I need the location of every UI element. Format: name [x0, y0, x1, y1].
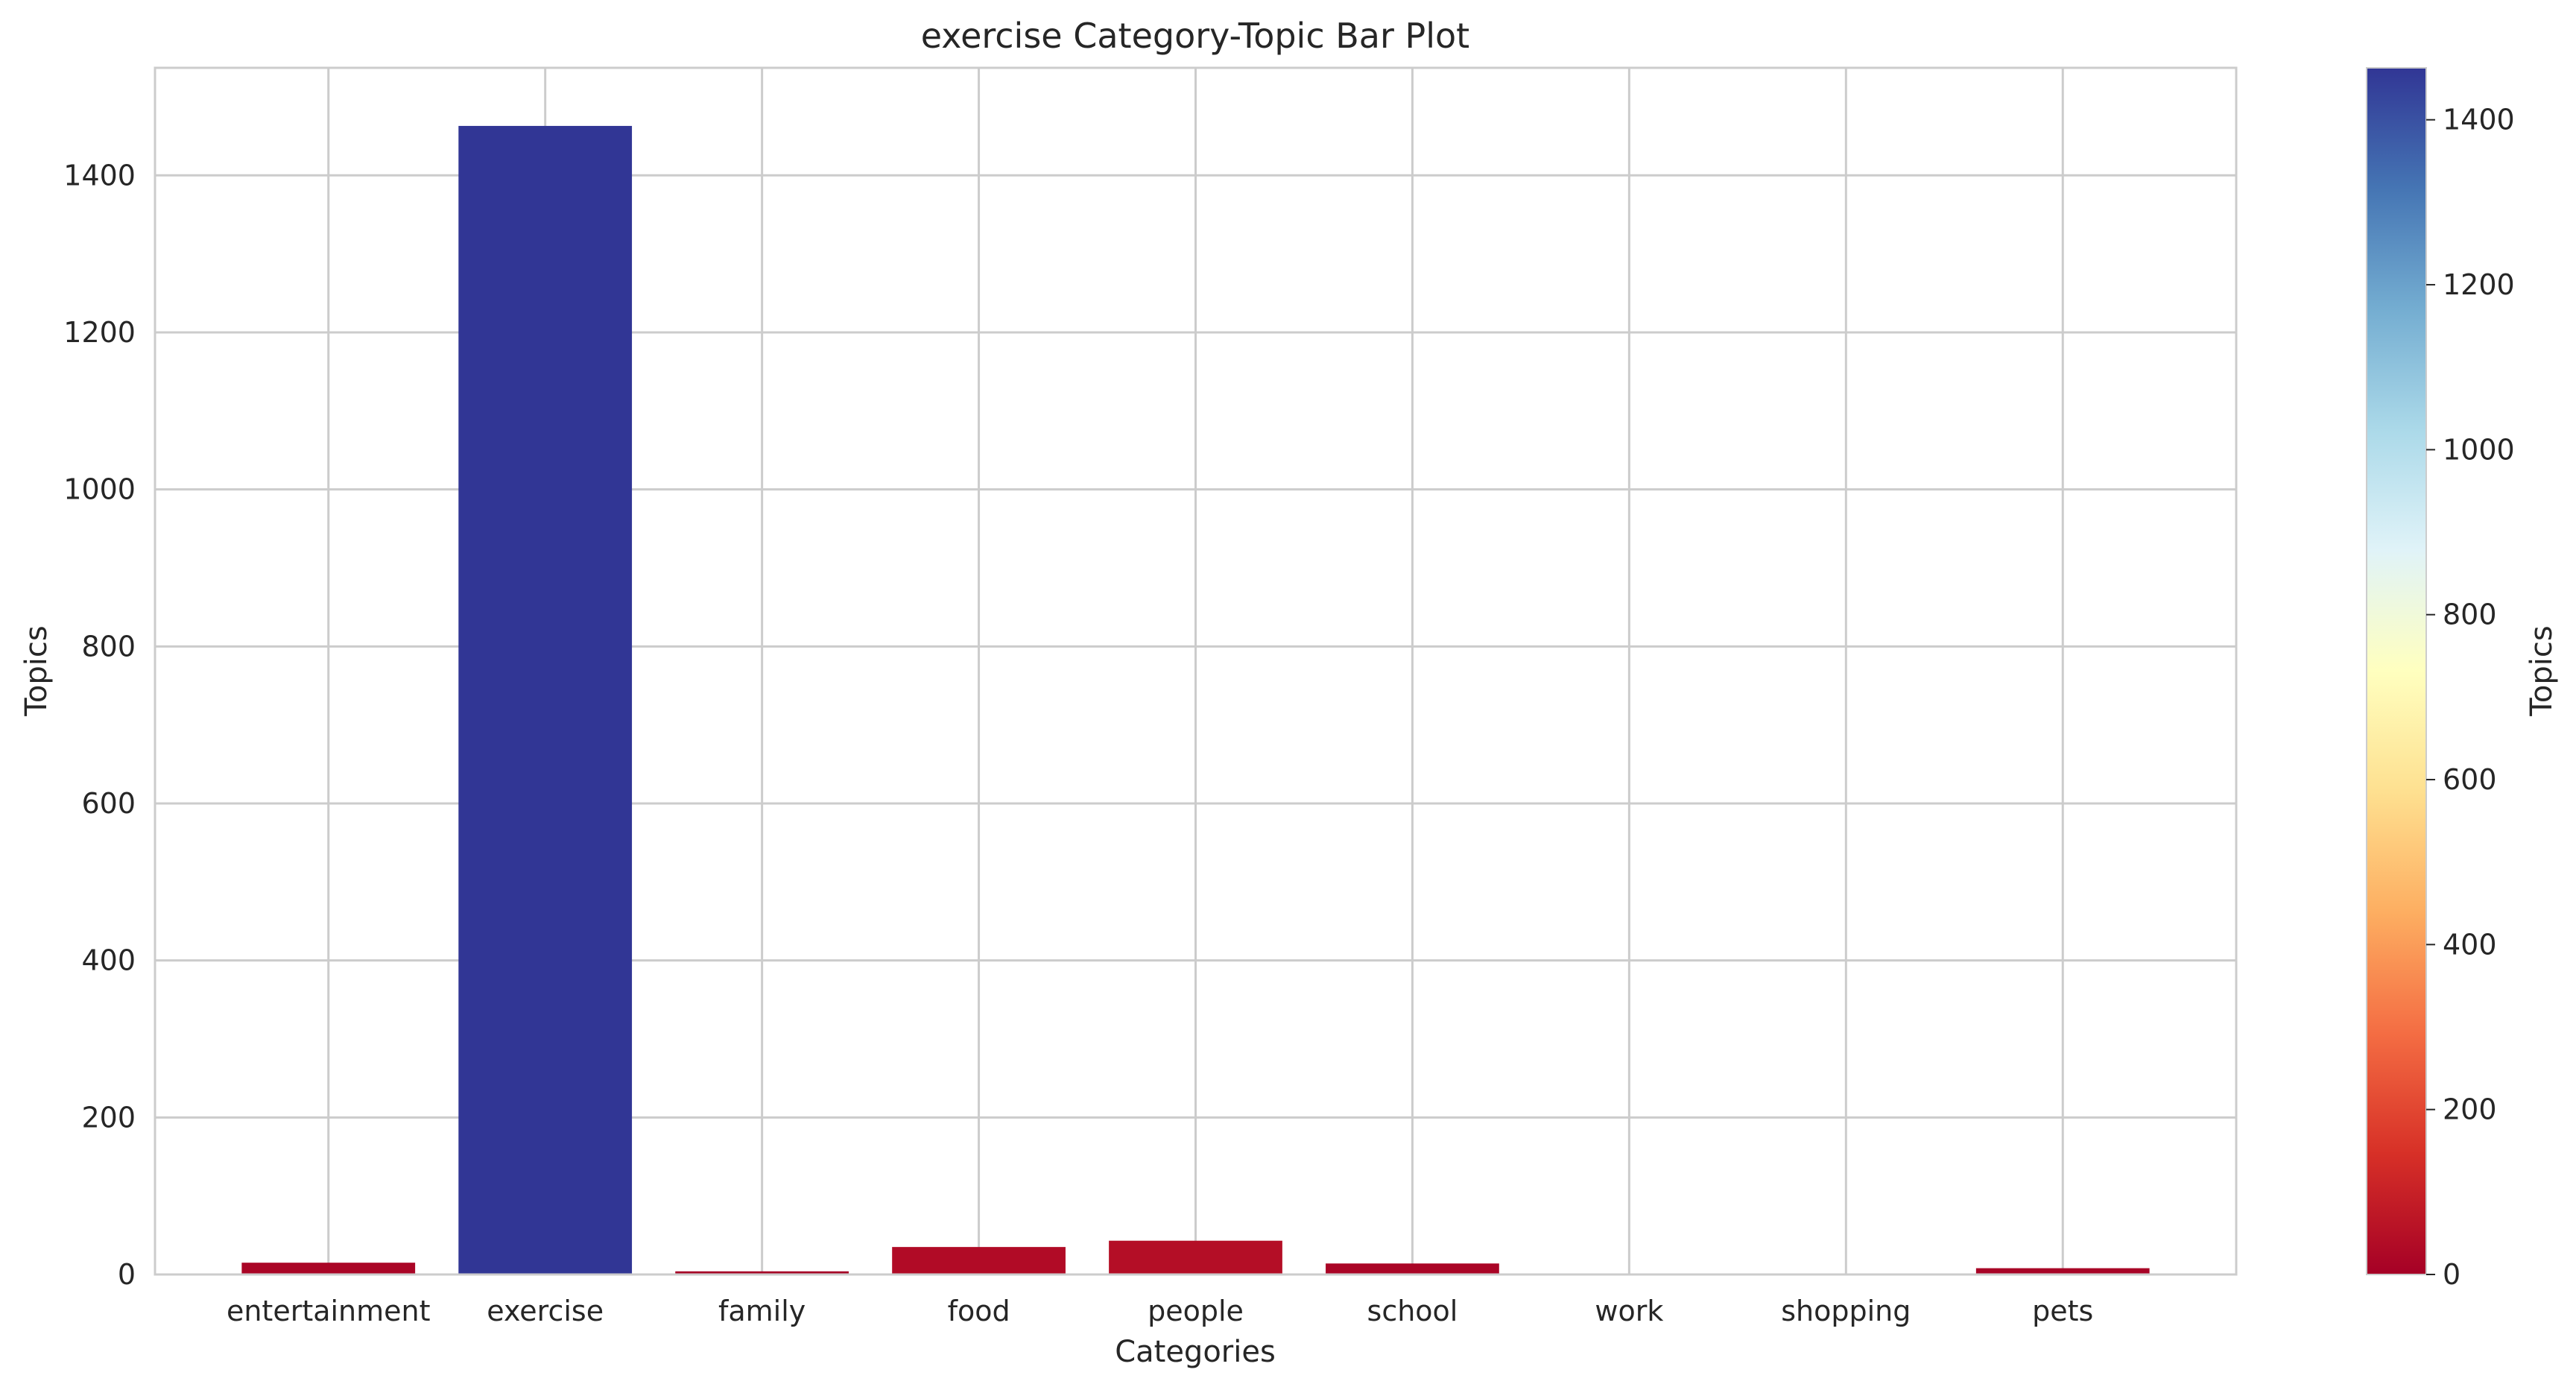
bars [241, 125, 2150, 1274]
colorbar-tick-label: 1400 [2443, 104, 2515, 136]
colorbar-ticks: 0 200 400 600 800 1000 1200 1400 [2426, 104, 2515, 1291]
bar-exercise [458, 125, 633, 1274]
y-tick-label: 600 [81, 787, 136, 820]
y-tick-label: 1000 [63, 473, 136, 506]
y-tick-labels: 0 200 400 600 800 1000 1200 1400 [63, 159, 136, 1291]
colorbar-tick-label: 1200 [2443, 268, 2515, 301]
colorbar-tick-label: 600 [2443, 763, 2497, 796]
x-tick-label-entertainment: entertainment [227, 1295, 431, 1327]
y-tick-label: 200 [81, 1101, 136, 1134]
y-tick-label: 1400 [63, 159, 136, 192]
colorbar-tick-label: 400 [2443, 928, 2497, 961]
colorbar-tick-label: 0 [2443, 1258, 2461, 1291]
x-axis-label: Categories [1115, 1335, 1276, 1369]
bar-pets [1975, 1268, 2150, 1274]
bar-people [1109, 1240, 1282, 1274]
colorbar-tick-label: 800 [2443, 598, 2497, 631]
colorbar-gradient [2366, 67, 2427, 1275]
chart-title: exercise Category-Topic Bar Plot [921, 16, 1469, 56]
x-tick-label-exercise: exercise [487, 1295, 604, 1327]
x-tick-label-school: school [1367, 1295, 1458, 1327]
y-axis-label: Topics [19, 625, 54, 716]
bar-family [675, 1271, 849, 1274]
bar-entertainment [241, 1263, 416, 1274]
plot-frame [154, 66, 2238, 1276]
y-tick-label: 400 [81, 944, 136, 977]
colorbar-tick-label: 200 [2443, 1093, 2497, 1126]
colorbar: 0 200 400 600 800 1000 1200 1400 Topics [2366, 67, 2559, 1291]
x-tick-label-pets: pets [2032, 1295, 2093, 1327]
colorbar-tick-label: 1000 [2443, 433, 2515, 466]
x-tick-label-people: people [1148, 1295, 1244, 1327]
y-tick-label: 0 [118, 1258, 136, 1291]
y-tick-label: 1200 [63, 316, 136, 349]
x-tick-labels: entertainment exercise family food people sch… [227, 1295, 2093, 1327]
bar-food [892, 1247, 1066, 1274]
x-tick-label-food: food [948, 1295, 1010, 1327]
x-tick-label-family: family [718, 1295, 806, 1327]
x-tick-label-shopping: shopping [1781, 1295, 1911, 1327]
colorbar-label: Topics [2525, 625, 2559, 716]
y-tick-label: 800 [81, 630, 136, 663]
x-tick-label-work: work [1595, 1295, 1663, 1327]
bar-school [1326, 1263, 1499, 1274]
